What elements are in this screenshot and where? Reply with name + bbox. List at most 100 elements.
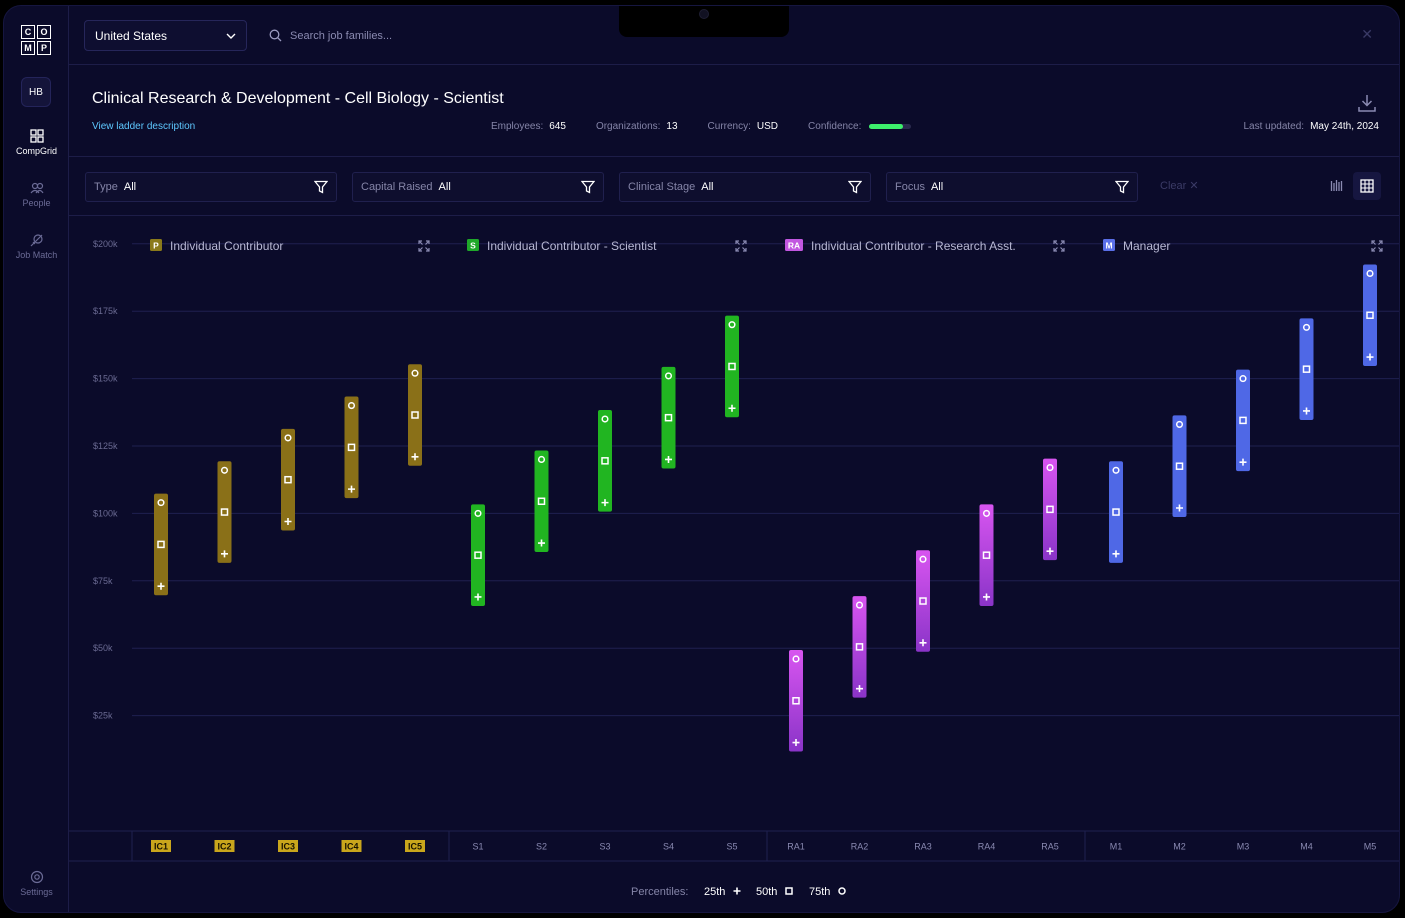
search-input[interactable]: Search job families... <box>290 29 393 42</box>
x-tick-label: IC3 <box>281 842 295 852</box>
filter-label: Capital Raised <box>361 181 433 193</box>
filter-type[interactable]: Type All <box>85 172 337 202</box>
p50-marker <box>855 643 864 651</box>
p50-marker <box>919 597 927 605</box>
filter-label: Type <box>94 181 118 193</box>
stat-label: Organizations: <box>595 121 661 132</box>
p75-marker <box>728 321 736 329</box>
logo[interactable]: C O M P <box>21 25 51 55</box>
range-bar-ra1 <box>789 649 803 752</box>
p50-marker <box>792 697 800 705</box>
p50-marker <box>1046 505 1054 514</box>
legend-circle-icon <box>838 887 846 895</box>
camera-icon <box>699 9 709 19</box>
x-tick-label: S3 <box>599 842 610 852</box>
x-tick-label: S2 <box>536 842 547 852</box>
sidebar: C O M P HB CompGrid People <box>4 6 69 912</box>
x-tick-label: S5 <box>726 842 737 852</box>
p25-marker <box>1239 458 1247 466</box>
p50-marker <box>284 475 292 484</box>
p75-marker <box>347 402 356 410</box>
filter-label: Clinical Stage <box>628 181 696 193</box>
country-select[interactable]: United States <box>84 20 247 51</box>
p25-marker <box>856 685 863 693</box>
p75-marker <box>601 415 609 423</box>
sidebar-item-job-match[interactable]: Job Match <box>4 233 69 260</box>
p25-marker <box>1366 353 1374 361</box>
range-bar-m1 <box>1109 461 1123 563</box>
p75-marker <box>157 499 165 507</box>
filter-label: Focus <box>895 181 925 193</box>
clear-label: Clear <box>1160 180 1187 192</box>
range-bar-ra4 <box>979 504 994 606</box>
p25-marker <box>221 550 228 558</box>
y-tick-label: $175k <box>93 306 118 316</box>
x-tick-label: M1 <box>1110 842 1123 852</box>
sidebar-item-people[interactable]: People <box>4 181 69 208</box>
filter-capital-raised[interactable]: Capital Raised All <box>352 172 604 202</box>
p25-marker <box>1112 550 1120 558</box>
legend-square-icon <box>785 887 793 895</box>
p75-marker <box>537 455 546 464</box>
sidebar-item-compgrid[interactable]: CompGrid <box>4 129 69 156</box>
level-tag <box>151 840 171 852</box>
group-badge <box>1103 239 1115 251</box>
group-badge-label: S <box>470 241 476 251</box>
clear-filters-button[interactable]: Clear ✕ <box>1160 179 1199 192</box>
legend-item-label: 50th <box>756 886 777 898</box>
x-tick-label: M2 <box>1173 842 1186 852</box>
range-bar-s1 <box>471 504 485 606</box>
expand-icon[interactable] <box>418 240 430 252</box>
job-match-icon <box>30 234 43 247</box>
p25-marker <box>1046 547 1054 555</box>
chevron-down-icon <box>226 33 236 39</box>
p50-marker <box>728 362 736 371</box>
p75-marker <box>284 434 292 442</box>
p75-marker <box>1175 420 1184 428</box>
download-icon[interactable] <box>1357 93 1377 113</box>
filter-value: All <box>930 181 944 193</box>
stat-label: Currency: <box>707 121 751 132</box>
grid-view-button[interactable] <box>1353 172 1381 200</box>
group-title: Manager <box>1123 239 1170 253</box>
org-avatar[interactable]: HB <box>21 77 51 107</box>
search-box[interactable]: Search job families... <box>269 20 392 51</box>
p50-marker <box>664 413 673 422</box>
range-bar-s3 <box>598 410 612 512</box>
view-ladder-link[interactable]: View ladder description <box>92 121 196 132</box>
p50-marker <box>1112 508 1120 516</box>
p75-marker <box>220 466 229 474</box>
expand-icon[interactable] <box>1371 240 1383 252</box>
group-badge <box>785 239 803 251</box>
group-badge <box>467 239 479 251</box>
p75-marker <box>792 655 800 663</box>
close-icon[interactable]: ✕ <box>1361 26 1373 42</box>
expand-icon[interactable] <box>1053 240 1065 252</box>
x-tick-label: IC1 <box>154 842 168 852</box>
filter-clinical-stage[interactable]: Clinical Stage All <box>619 172 871 202</box>
p75-marker <box>982 509 991 517</box>
stat-currency: Currency: USD <box>708 121 778 132</box>
p50-marker <box>982 551 991 559</box>
range-bar-m4 <box>1299 318 1314 420</box>
p50-marker <box>220 508 229 516</box>
y-tick-label: $100k <box>93 508 118 518</box>
expand-icon[interactable] <box>735 240 747 252</box>
p75-marker <box>1366 269 1374 278</box>
p25-marker <box>601 499 609 507</box>
p25-marker <box>538 539 545 547</box>
p25-marker <box>474 593 482 601</box>
stat-value: USD <box>756 121 779 132</box>
country-value: United States <box>95 28 168 43</box>
group-title: Individual Contributor - Research Asst. <box>811 239 1016 253</box>
stat-value: 645 <box>549 121 566 132</box>
sidebar-item-settings[interactable]: Settings <box>4 870 69 897</box>
filter-value: All <box>701 181 714 193</box>
filter-focus[interactable]: Focus All <box>886 172 1138 202</box>
stat-organizations: Organizations: 13 <box>596 121 678 132</box>
group-badge-label: P <box>153 241 159 251</box>
p25-marker <box>284 517 292 525</box>
y-tick-label: $200k <box>93 239 118 249</box>
legend-item-label: 25th <box>704 886 725 898</box>
range-view-button[interactable] <box>1323 172 1351 200</box>
